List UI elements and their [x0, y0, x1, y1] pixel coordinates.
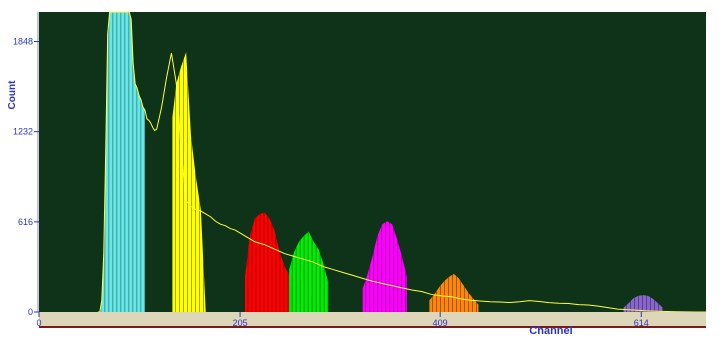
y-tick-label: 0 [28, 307, 33, 317]
y-axis-ticks: 0 616 1232 1848 [13, 37, 39, 317]
region-3 [244, 212, 290, 312]
x-axis-strip-edge [39, 326, 706, 328]
spectrum-trace [97, 11, 706, 313]
y-axis-line [37, 12, 39, 312]
x-tick-label: 0 [36, 318, 41, 328]
x-tick-label: 409 [433, 318, 448, 328]
region-4 [289, 231, 329, 312]
region-2 [172, 52, 208, 313]
x-axis-strip [39, 312, 706, 326]
x-tick-label: 205 [233, 318, 248, 328]
x-axis-label: Channel [529, 325, 572, 337]
y-tick-label: 1232 [13, 127, 33, 137]
region-7 [623, 295, 663, 312]
x-tick-label: 614 [634, 318, 649, 328]
y-axis-label: Count [7, 80, 18, 110]
y-tick-label: 1848 [13, 37, 33, 47]
region-1 [97, 12, 145, 312]
region-5 [362, 221, 407, 312]
spectrum-line [97, 11, 706, 313]
x-axis-ticks: 0 205 409 614 [36, 312, 649, 328]
region-6 [429, 273, 479, 312]
y-tick-label: 616 [18, 217, 33, 227]
